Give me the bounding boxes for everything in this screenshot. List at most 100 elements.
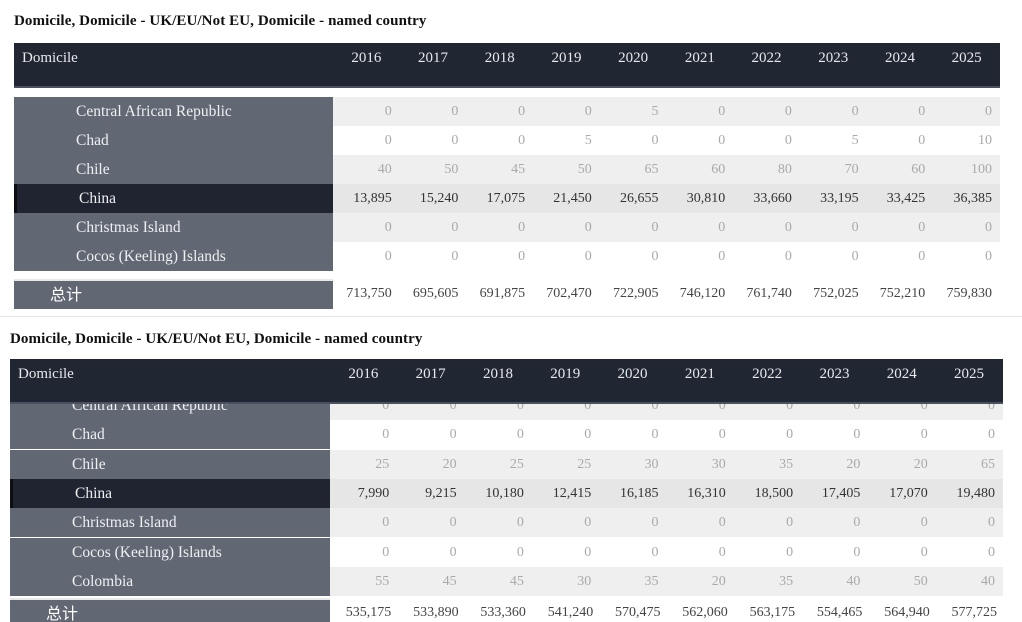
value-cell: 0 <box>718 515 726 531</box>
header-year[interactable]: 2023 <box>818 50 849 66</box>
value-cell: 0 <box>584 249 592 264</box>
value-cell: 0 <box>584 220 592 235</box>
row-cells <box>333 213 1000 242</box>
table-row[interactable]: Chile 25 20 25 25 30 30 35 20 20 65 <box>10 449 1003 479</box>
table-row[interactable]: Chile 40 50 45 50 65 60 80 70 60 100 <box>14 155 1000 184</box>
total-cell: 702,470 <box>546 286 592 301</box>
value-cell: 0 <box>651 401 659 413</box>
pivot-table: Central African Republic 0 0 0 0 0 0 0 0 0 0 Chad 0 0… <box>10 359 1003 622</box>
row-label[interactable]: Colombia <box>10 566 330 596</box>
table-row[interactable]: Chad 0 0 0 0 0 0 0 0 0 0 <box>10 420 1003 450</box>
header-year[interactable]: 2018 <box>484 50 515 66</box>
table-row[interactable]: Cocos (Keeling) Islands 0 0 0 0 0 0 0 0 0 0 <box>10 537 1003 567</box>
value-cell: 30 <box>644 456 659 472</box>
total-cell: 563,175 <box>749 605 796 620</box>
header-year[interactable]: 2016 <box>351 50 382 66</box>
value-cell: 0 <box>786 544 794 560</box>
table-row[interactable]: Central African Republic 0 0 0 0 0 0 0 0 0 0 <box>10 401 1003 420</box>
row-label[interactable]: Christmas Island <box>14 213 333 242</box>
value-cell: 0 <box>516 427 524 443</box>
value-cell: 17,075 <box>486 191 526 206</box>
header-year[interactable]: 2016 <box>348 366 379 382</box>
value-cell: 0 <box>584 544 592 560</box>
value-cell: 0 <box>451 249 459 264</box>
table-header: Domicile 2016 2017 2018 2019 2020 2021 2022 2023… <box>10 359 1003 404</box>
value-cell: 9,215 <box>425 485 457 501</box>
row-cells <box>330 478 1003 508</box>
total-cell: 746,120 <box>679 286 726 301</box>
row-label[interactable]: Christmas Island <box>10 508 330 538</box>
row-label[interactable]: Central African Republic <box>10 401 330 420</box>
row-label[interactable]: China <box>10 478 330 508</box>
value-cell: 100 <box>970 162 992 177</box>
value-cell: 65 <box>644 162 659 177</box>
value-cell: 45 <box>509 573 524 589</box>
header-year[interactable]: 2023 <box>819 366 850 382</box>
value-cell: 0 <box>918 220 926 235</box>
row-cells <box>330 420 1003 450</box>
table-row[interactable]: Christmas Island 0 0 0 0 0 0 0 0 0 0 <box>10 508 1003 538</box>
header-year[interactable]: 2021 <box>684 50 715 66</box>
row-label[interactable]: Chad <box>10 420 330 450</box>
header-domicile[interactable]: Domicile <box>18 366 74 382</box>
row-label[interactable]: Central African Republic <box>14 97 333 126</box>
table-row[interactable]: Christmas Island 0 0 0 0 0 0 0 0 0 0 <box>14 213 1000 242</box>
header-year[interactable]: 2021 <box>684 366 715 382</box>
table-row[interactable]: China 7,990 9,215 10,180 12,415 16,185 16,310 1… <box>10 478 1003 508</box>
header-year[interactable]: 2020 <box>617 366 648 382</box>
header-year[interactable]: 2024 <box>886 366 917 382</box>
header-year[interactable]: 2025 <box>954 366 985 382</box>
value-cell: 0 <box>449 544 457 560</box>
header-year[interactable]: 2022 <box>751 50 782 66</box>
header-year[interactable]: 2019 <box>551 50 582 66</box>
header-year[interactable]: 2022 <box>752 366 783 382</box>
value-cell: 0 <box>518 249 526 264</box>
value-cell: 0 <box>451 133 459 148</box>
header-year[interactable]: 2017 <box>418 50 449 66</box>
header-year[interactable]: 2025 <box>951 50 982 66</box>
value-cell: 0 <box>853 544 861 560</box>
value-cell: 36,385 <box>953 191 992 206</box>
table-row[interactable]: Chad 0 0 0 5 0 0 0 5 0 10 <box>14 126 1000 155</box>
table-body: Central African Republic 0 0 0 0 0 0 0 0 0 0 Chad 0 0… <box>10 401 1003 598</box>
total-cell: 752,210 <box>879 286 926 301</box>
table-row[interactable]: Central African Republic 0 0 0 0 5 0 0 0 0 0 <box>14 97 1000 126</box>
value-cell: 25 <box>375 456 390 472</box>
value-cell: 0 <box>920 544 928 560</box>
total-label: 总计 <box>10 598 330 622</box>
value-cell: 40 <box>377 162 392 177</box>
table-row[interactable]: Colombia 55 45 45 30 35 20 35 40 50 40 <box>10 566 1003 596</box>
header-year[interactable]: 2017 <box>415 366 446 382</box>
value-cell: 0 <box>651 427 659 443</box>
header-year[interactable]: 2024 <box>884 50 915 66</box>
value-cell: 0 <box>651 544 659 560</box>
table-row[interactable]: China 13,895 15,240 17,075 21,450 26,655 30,81… <box>14 184 1000 213</box>
total-cell: 533,890 <box>413 605 459 620</box>
row-cells <box>330 566 1003 596</box>
row-cells <box>330 537 1003 567</box>
value-cell: 25 <box>577 456 592 472</box>
header-year[interactable]: 2018 <box>482 366 513 382</box>
row-label[interactable]: Chile <box>14 155 333 184</box>
value-cell: 0 <box>920 401 928 413</box>
header-year[interactable]: 2020 <box>618 50 649 66</box>
value-cell: 30 <box>711 456 726 472</box>
total-cell: 691,875 <box>479 286 526 301</box>
header-domicile[interactable]: Domicile <box>22 50 78 66</box>
value-cell: 10 <box>977 133 992 148</box>
value-cell: 0 <box>584 515 592 531</box>
value-cell: 0 <box>718 401 726 413</box>
table-row[interactable]: Cocos (Keeling) Islands 0 0 0 0 0 0 0 0 0 0 <box>14 242 1000 271</box>
row-label[interactable]: China <box>14 184 333 213</box>
row-label[interactable]: Chile <box>10 449 330 479</box>
row-label[interactable]: Cocos (Keeling) Islands <box>10 537 330 567</box>
header-year[interactable]: 2019 <box>550 366 581 382</box>
value-cell: 0 <box>384 104 392 119</box>
value-cell: 0 <box>984 249 992 264</box>
value-cell: 21,450 <box>553 191 592 206</box>
row-label[interactable]: Cocos (Keeling) Islands <box>14 242 333 271</box>
value-cell: 0 <box>584 401 592 413</box>
row-label[interactable]: Chad <box>14 126 333 155</box>
value-cell: 0 <box>718 133 726 148</box>
pivot-table: Central African Republic 0 0 0 0 5 0 0 0 0 0 Chad 0 0… <box>14 43 1000 313</box>
